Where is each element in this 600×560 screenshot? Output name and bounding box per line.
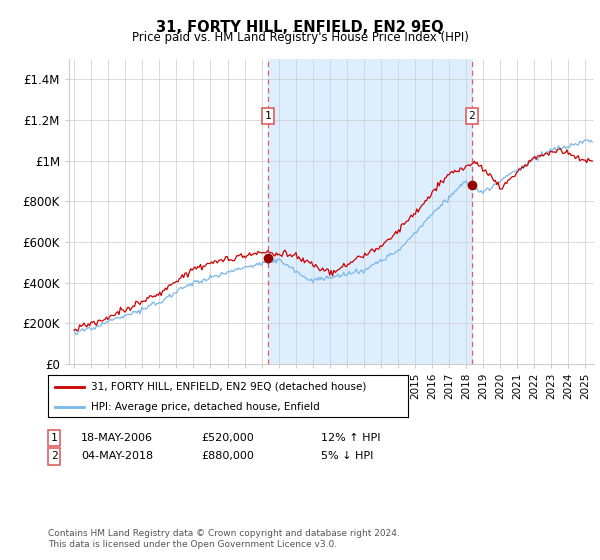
- Text: 2: 2: [50, 451, 58, 461]
- Text: 12% ↑ HPI: 12% ↑ HPI: [321, 433, 380, 443]
- Text: 1: 1: [265, 111, 271, 121]
- Text: £520,000: £520,000: [201, 433, 254, 443]
- Text: 18-MAY-2006: 18-MAY-2006: [81, 433, 153, 443]
- Text: Price paid vs. HM Land Registry's House Price Index (HPI): Price paid vs. HM Land Registry's House …: [131, 31, 469, 44]
- Text: 31, FORTY HILL, ENFIELD, EN2 9EQ (detached house): 31, FORTY HILL, ENFIELD, EN2 9EQ (detach…: [91, 382, 367, 392]
- Text: Contains HM Land Registry data © Crown copyright and database right 2024.
This d: Contains HM Land Registry data © Crown c…: [48, 529, 400, 549]
- Bar: [268, 59, 472, 364]
- Text: 31, FORTY HILL, ENFIELD, EN2 9EQ: 31, FORTY HILL, ENFIELD, EN2 9EQ: [156, 20, 444, 35]
- Text: HPI: Average price, detached house, Enfield: HPI: Average price, detached house, Enfi…: [91, 402, 320, 412]
- Text: 1: 1: [50, 433, 58, 443]
- Text: 2: 2: [469, 111, 475, 121]
- Text: 5% ↓ HPI: 5% ↓ HPI: [321, 451, 373, 461]
- Text: £880,000: £880,000: [201, 451, 254, 461]
- Text: 04-MAY-2018: 04-MAY-2018: [81, 451, 153, 461]
